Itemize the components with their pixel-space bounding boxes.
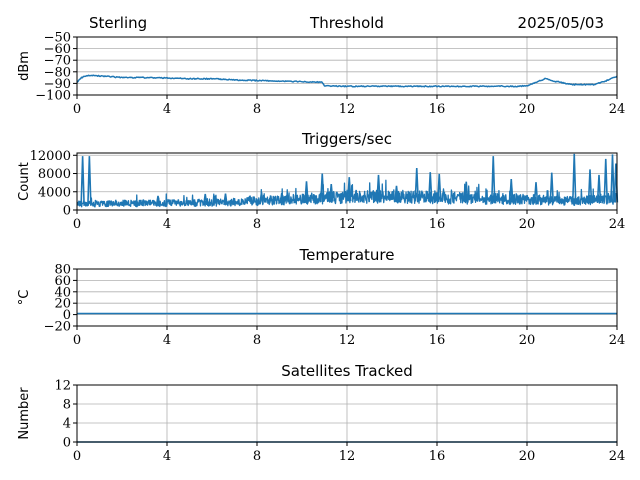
trigger-spike — [259, 192, 264, 204]
trigger-spike — [533, 182, 539, 204]
x-tick-label: 20 — [519, 333, 536, 348]
y-axis-label-satellites: Number — [17, 387, 32, 440]
chart-title-temperature: Temperature — [298, 246, 394, 264]
x-tick-label: 4 — [163, 217, 171, 232]
y-tick-label: −80 — [44, 65, 71, 80]
x-tick-label: 8 — [253, 449, 261, 464]
x-tick-label: 16 — [429, 217, 446, 232]
trigger-spike — [155, 195, 161, 206]
x-tick-label: 8 — [253, 217, 261, 232]
chart-triggers: 0 4 8 12 16 20 24 0 4000 8000 12000 Triggers/sec Cou… — [17, 130, 625, 232]
trigger-spike — [587, 169, 593, 204]
y-tick-label: 0 — [63, 204, 71, 219]
y-tick-label: −100 — [35, 89, 71, 104]
x-tick-label: 0 — [73, 102, 81, 117]
x-tick-label: 12 — [339, 333, 356, 348]
chart-title-threshold: Threshold — [309, 14, 384, 32]
trigger-spike — [80, 156, 85, 206]
y-tick-label: 0 — [63, 436, 71, 451]
y-tick-label: 40 — [54, 285, 71, 300]
trigger-spike — [596, 174, 602, 204]
trigger-spike — [414, 168, 420, 202]
trigger-spike — [376, 174, 381, 202]
chart-threshold: 0 4 8 12 16 20 24 −100−90−80−70−60−50 Threshold d… — [17, 14, 625, 117]
y-axis-label-triggers: Count — [17, 162, 32, 201]
chart-satellites: 0 4 8 12 16 20 24 0 4 8 12 Satellites Tracked Number — [17, 362, 625, 464]
trigger-spike — [202, 193, 208, 206]
x-tick-label: 24 — [609, 102, 626, 117]
x-tick-label: 4 — [163, 102, 171, 117]
y-tick-label: 60 — [54, 274, 71, 289]
x-tick-label: 16 — [429, 333, 446, 348]
x-tick-label: 8 — [253, 333, 261, 348]
x-tick-label: 24 — [609, 217, 626, 232]
chart-title-triggers: Triggers/sec — [301, 130, 392, 148]
series-line-triggers — [76, 179, 618, 208]
trigger-spike — [427, 172, 433, 202]
x-tick-label: 0 — [73, 217, 81, 232]
y-tick-label: 12000 — [30, 149, 71, 164]
y-tick-label: 8 — [63, 398, 71, 413]
x-tick-label: 12 — [339, 217, 356, 232]
x-tick-label: 20 — [519, 449, 536, 464]
trigger-spike — [603, 158, 609, 203]
y-tick-label: −90 — [44, 77, 71, 92]
y-tick-label: −70 — [44, 54, 71, 69]
trigger-spike — [549, 172, 555, 204]
y-axis-label-temperature: °C — [17, 290, 32, 306]
y-tick-label: −20 — [44, 320, 71, 335]
y-tick-label: −60 — [44, 42, 71, 57]
x-tick-label: 8 — [253, 102, 261, 117]
trigger-spike — [571, 153, 577, 204]
x-tick-label: 4 — [163, 333, 171, 348]
y-axis-label-threshold: dBm — [17, 51, 32, 81]
trigger-spike — [490, 156, 496, 203]
trigger-spike — [279, 193, 285, 204]
x-tick-label: 16 — [429, 449, 446, 464]
y-tick-label: 12 — [54, 379, 71, 394]
trigger-spike — [346, 177, 352, 202]
y-tick-label: 8000 — [38, 167, 71, 182]
y-tick-label: 0 — [63, 308, 71, 323]
chart-title-satellites: Satellites Tracked — [281, 362, 412, 380]
x-tick-label: 24 — [609, 333, 626, 348]
x-tick-label: 0 — [73, 449, 81, 464]
trigger-spike — [328, 183, 334, 202]
y-tick-label: 4000 — [38, 185, 71, 200]
x-tick-label: 0 — [73, 333, 81, 348]
x-tick-label: 12 — [339, 449, 356, 464]
x-tick-label: 24 — [609, 449, 626, 464]
trigger-spike — [394, 185, 399, 202]
trigger-spike — [610, 154, 615, 203]
station-name: Sterling — [89, 14, 147, 32]
trigger-spike — [223, 193, 228, 205]
chart-panels: 0 4 8 12 16 20 24 −100−90−80−70−60−50 Threshold d… — [17, 14, 625, 464]
trigger-spike — [87, 156, 92, 206]
trigger-spike — [463, 181, 469, 203]
x-tick-label: 4 — [163, 449, 171, 464]
trigger-spike — [436, 173, 442, 202]
y-tick-label: 80 — [54, 263, 71, 278]
trigger-spike — [319, 173, 325, 202]
x-tick-label: 12 — [339, 102, 356, 117]
x-tick-label: 20 — [519, 102, 536, 117]
trigger-spike — [508, 178, 514, 203]
y-tick-label: −50 — [44, 31, 71, 46]
trigger-spike — [304, 181, 309, 203]
y-tick-label: 20 — [54, 297, 71, 312]
x-tick-label: 16 — [429, 102, 446, 117]
x-tick-label: 20 — [519, 217, 536, 232]
series-line-threshold — [76, 74, 618, 88]
report-date: 2025/05/03 — [518, 14, 604, 32]
y-tick-label: 4 — [63, 417, 71, 432]
